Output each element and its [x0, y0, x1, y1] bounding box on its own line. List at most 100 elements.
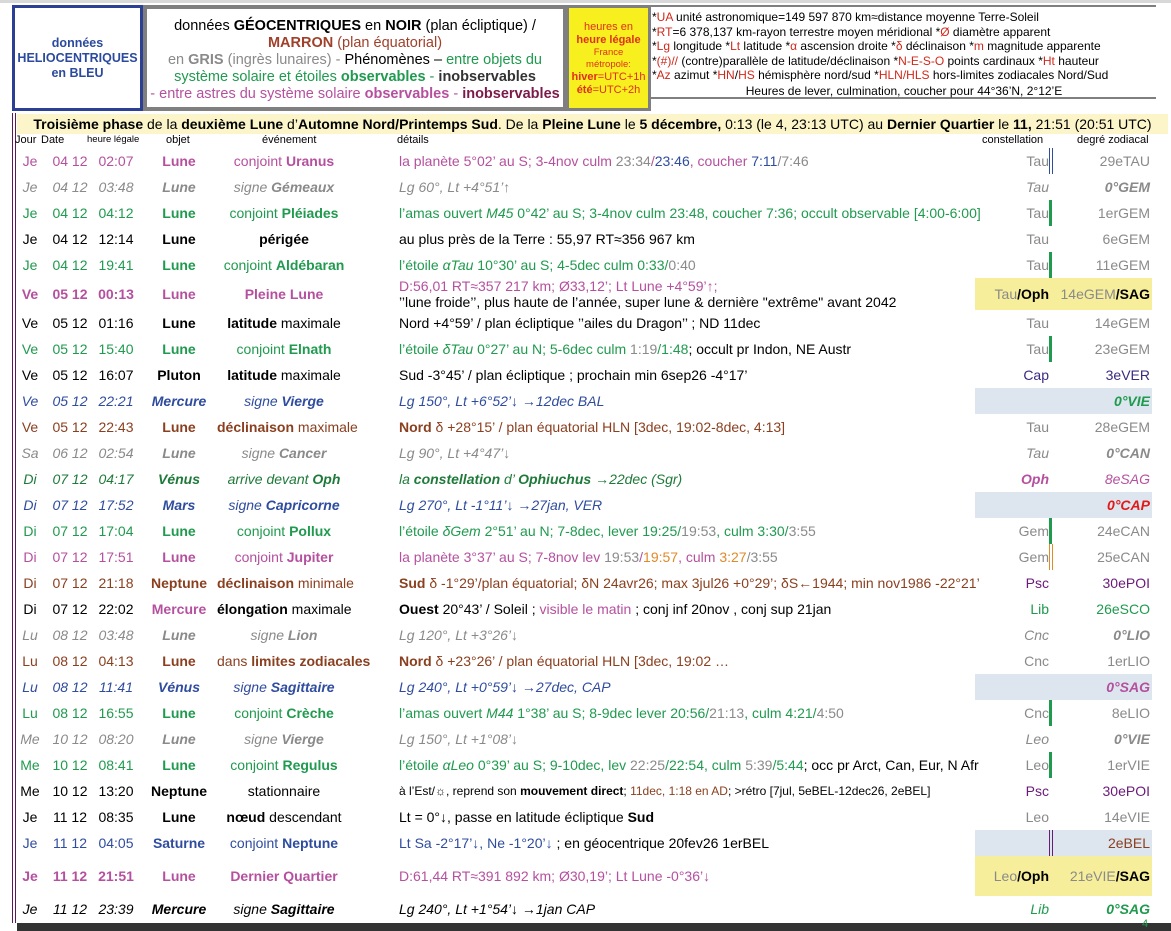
event-cell: déclinaison minimale — [217, 575, 354, 591]
text-segment: Nord +4°59’ / plan écliptique ’’ailes du… — [399, 315, 761, 331]
text-segment: la planète 3°37’ au S; 7-8nov lev — [399, 549, 605, 565]
text-segment: 21:13 — [709, 705, 745, 721]
text-segment: 0°42’ au S; 3-4nov culm 23:48, coucher 7… — [513, 205, 981, 221]
text-segment: . De la — [497, 116, 543, 132]
date-cell: 10 12 — [52, 783, 88, 799]
text-segment: Neptune — [282, 835, 339, 851]
details-cell: Sud -3°45’ / plan écliptique ; prochain … — [399, 367, 747, 383]
object-cell: Lune — [162, 257, 196, 273]
text-segment: αTau — [442, 257, 474, 273]
text-segment: →22dec (Sgr) — [591, 471, 683, 487]
table-row: Di 07 12 17:52 Mars signe Capricorne Lg 270°,… — [17, 492, 1168, 518]
constellation-cell: Lib — [975, 601, 1049, 617]
geo-text: observables — [364, 86, 450, 102]
helio-l2: HELIOCENTRIQUES — [17, 50, 138, 65]
text-segment: Gémeaux — [271, 179, 335, 195]
event-cell: conjoint Pléiades — [217, 205, 351, 221]
text-segment: 14eGEM — [1094, 315, 1150, 331]
time-cell: 16:55 — [98, 705, 134, 721]
text-segment: 1:19 — [630, 341, 658, 357]
zodiac-degree-cell: 14eVIE — [1057, 809, 1150, 825]
text-segment: le — [620, 116, 640, 132]
day-cell: Di — [23, 601, 37, 617]
details-cell: Lg 150°, Lt +1°08’↓ — [399, 731, 518, 747]
event-cell: déclinaison maximale — [217, 419, 358, 435]
date-cell: 04 12 — [52, 153, 88, 169]
constellation-marker — [1049, 518, 1052, 544]
zodiac-degree-cell: 14eGEM/SAG — [1057, 286, 1150, 302]
hours-winter-val: =UTC+1h — [597, 71, 646, 83]
table-row: Je 04 12 19:41 Lune conjoint Aldébaran l’étoi… — [17, 252, 1168, 278]
highlight-cell — [975, 492, 1152, 518]
table-row: Je 11 12 23:39 Mercure signe Sagittaire Lg 24… — [17, 896, 1168, 922]
text-segment: d’ — [500, 471, 519, 487]
zodiac-degree-cell: 0°SAG — [1057, 901, 1150, 917]
helio-l3: en BLEU — [51, 65, 104, 80]
geo-text: GRIS — [188, 52, 224, 68]
text-segment: Cnc — [1024, 653, 1049, 669]
geo-text: observables — [340, 69, 426, 85]
text-segment: 25eCAN — [1097, 549, 1150, 565]
time-cell: 12:14 — [98, 231, 134, 247]
abbreviation: HN — [717, 68, 735, 83]
text-segment: Pleine Lune — [244, 286, 324, 302]
text-segment: 3:27 — [719, 549, 747, 565]
text-segment: δ -1°29’/plan équatorial; δN 24avr26; ma… — [425, 575, 980, 591]
note-text: points cardinaux * — [944, 53, 1043, 68]
constellation-cell: Psc — [975, 783, 1049, 799]
table-row: Di 07 12 04:17 Vénus arrive devant Oph la con… — [17, 466, 1168, 492]
time-cell: 21:18 — [98, 575, 134, 591]
constellation-marker — [1049, 830, 1053, 856]
column-headers: Jour Date heure légale objet événement d… — [15, 133, 1168, 147]
abbreviation: α — [790, 39, 798, 54]
date-cell: 11 12 — [53, 809, 87, 825]
constellation-marker — [1049, 544, 1053, 570]
object-cell: Lune — [162, 315, 196, 331]
object-cell: Mercure — [151, 393, 207, 409]
constellation-cell: Psc — [975, 575, 1049, 591]
zodiac-degree-cell: 0°CAN — [1057, 445, 1150, 461]
event-cell: latitude maximale — [217, 367, 351, 383]
object-cell: Lune — [162, 627, 196, 643]
object-cell: Neptune — [151, 783, 207, 799]
text-segment: /1:48 — [657, 341, 689, 357]
text-segment: , culm — [678, 549, 720, 565]
zodiac-degree-cell: 0°CAP — [1057, 497, 1150, 513]
abbreviation: RT — [656, 24, 673, 39]
text-segment: arrive devant — [227, 471, 313, 487]
text-segment: ; — [623, 784, 631, 798]
time-cell: 21:51 — [98, 868, 134, 884]
text-segment: Sud — [627, 809, 655, 825]
day-cell: Ve — [21, 419, 39, 435]
text-segment: signe — [228, 497, 266, 513]
details-cell: Lg 240°, Lt +0°59’↓ →27dec, CAP — [399, 679, 611, 695]
geo-text: inobservables — [462, 86, 560, 102]
time-cell: 22:02 — [98, 601, 134, 617]
table-row: Ve 05 12 15:40 Lune conjoint Elnath l’étoile … — [17, 336, 1168, 362]
text-segment: Aldébaran — [275, 257, 345, 273]
details-cell: Lt Sa -2°17’↓, Ne -1°20’↓ ; en géocentri… — [399, 835, 769, 851]
text-segment: élongation — [217, 601, 288, 617]
col-degre: degré zodiacal — [1077, 134, 1149, 146]
text-segment: 0°27’ au N; 5-6dec culm — [473, 341, 631, 357]
object-cell: Lune — [162, 757, 196, 773]
time-cell: 19:41 — [98, 257, 134, 273]
text-segment: 19:53 — [681, 523, 717, 539]
text-segment: conjoint — [233, 153, 286, 169]
zodiac-degree-cell: 14eGEM — [1057, 315, 1150, 331]
constellation-marker — [1049, 700, 1052, 726]
text-segment: /22:54, culm — [665, 757, 746, 773]
text-segment: 1erGEM — [1097, 205, 1150, 221]
text-segment: signe — [250, 627, 288, 643]
day-cell: Je — [22, 205, 38, 221]
date-cell: 05 12 — [52, 341, 88, 357]
text-segment: / — [650, 153, 655, 169]
object-cell: Vénus — [157, 471, 200, 487]
object-cell: Lune — [162, 286, 196, 302]
day-cell: Lu — [22, 653, 38, 669]
note-line: *(#)// (contre)parallèle de latitude/déc… — [652, 54, 1156, 69]
constellation-cell: Gem — [975, 549, 1049, 565]
text-segment: Cnc — [1024, 627, 1049, 643]
details-cell: l’amas ouvert M45 0°42’ au S; 3-4nov cul… — [399, 205, 981, 221]
text-segment: , coucher — [689, 153, 752, 169]
